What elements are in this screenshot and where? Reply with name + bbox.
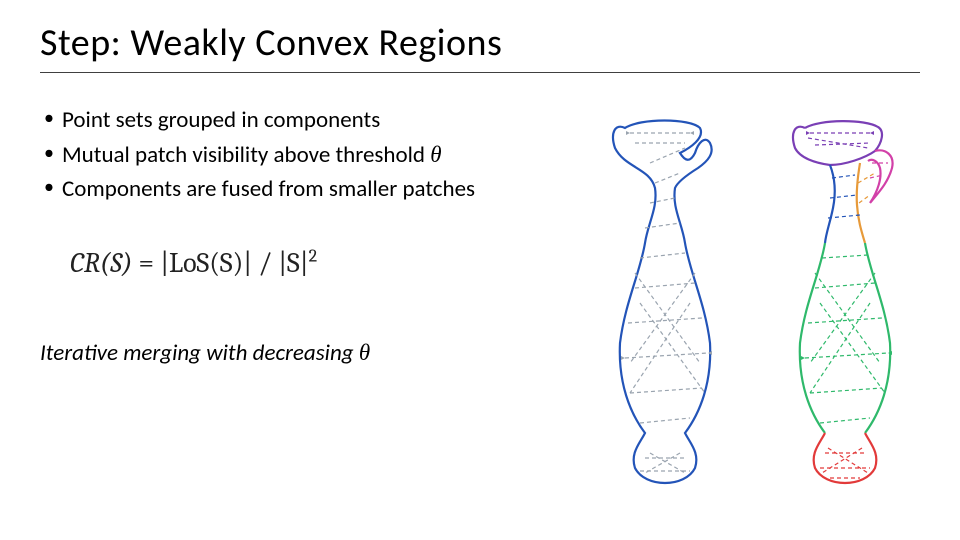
equation: CR(S) = |LoS(S)| / |S|2: [70, 247, 590, 279]
vase-right-inner-top: [808, 133, 870, 148]
region-neck-left: [825, 165, 835, 243]
bullet-item: Components are fused from smaller patche…: [40, 172, 590, 207]
vase-right-inner-base: [820, 448, 870, 478]
diagram-area: [590, 103, 920, 513]
equation-mid1: |LoS(S)|: [160, 247, 252, 279]
text-column: Point sets grouped in components Mutual …: [40, 103, 590, 513]
equation-lhs: CR(S): [70, 247, 132, 279]
region-handle: [868, 150, 893, 203]
content-area: Point sets grouped in components Mutual …: [40, 103, 920, 513]
vase-left-outline: [613, 121, 712, 484]
footnote: Iterative merging with decreasing θ: [40, 339, 590, 367]
vase-left-diagram: [590, 113, 740, 493]
region-base: [814, 433, 877, 483]
vase-right-diagram: [770, 113, 920, 493]
bullet-list: Point sets grouped in components Mutual …: [40, 103, 590, 207]
equation-eq: =: [132, 247, 160, 279]
equation-sup: 2: [309, 245, 318, 266]
bullet-item: Mutual patch visibility above threshold …: [40, 138, 590, 173]
bullet-item: Point sets grouped in components: [40, 103, 590, 138]
equation-div: /: [252, 247, 278, 279]
region-neck-right: [857, 163, 865, 243]
equation-mid2: |S|: [278, 247, 308, 279]
page-title: Step: Weakly Convex Regions: [40, 20, 920, 73]
slide-container: Step: Weakly Convex Regions Point sets g…: [0, 0, 960, 540]
